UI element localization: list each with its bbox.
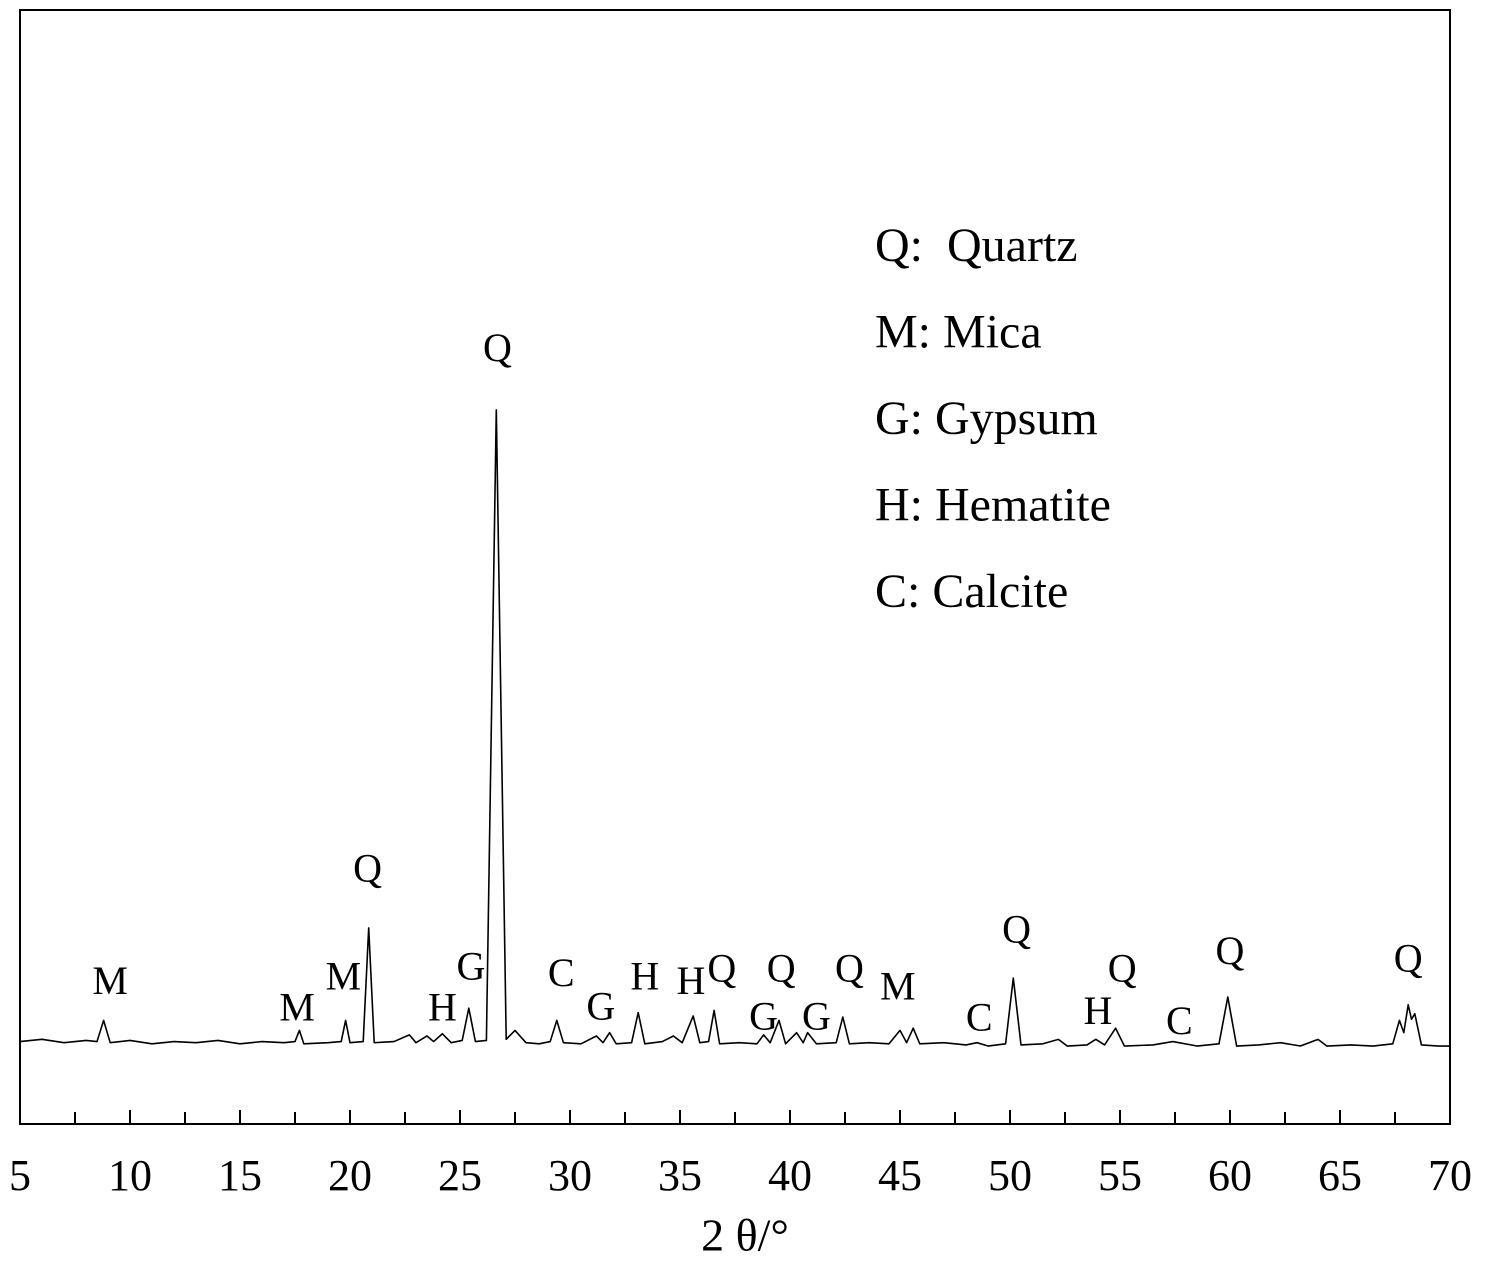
peak-label: M — [880, 963, 916, 1008]
peak-label: G — [802, 994, 831, 1039]
peak-label: M — [326, 953, 362, 998]
x-tick-label: 5 — [9, 1151, 31, 1200]
x-axis-label: 2 θ/° — [701, 1210, 789, 1261]
peak-label: C — [966, 995, 993, 1040]
x-tick-label: 35 — [658, 1151, 702, 1200]
legend-entry: Q: Quartz — [875, 219, 1078, 272]
x-tick-label: 60 — [1208, 1151, 1252, 1200]
xrd-pattern — [19, 409, 1450, 1047]
peak-label: H — [428, 985, 457, 1030]
x-tick-label: 70 — [1428, 1151, 1472, 1200]
peak-label: Q — [353, 845, 382, 890]
x-tick-label: 40 — [768, 1151, 812, 1200]
x-tick-label: 55 — [1098, 1151, 1142, 1200]
peak-label: M — [279, 985, 315, 1030]
peak-label: H — [1084, 988, 1113, 1033]
peak-label: C — [548, 950, 575, 995]
x-tick-label: 45 — [878, 1151, 922, 1200]
peak-label: Q — [1216, 928, 1245, 973]
x-tick-label: 65 — [1318, 1151, 1362, 1200]
legend-entry: H: Hematite — [875, 479, 1111, 532]
peak-label: Q — [767, 946, 796, 991]
peak-label: G — [749, 994, 778, 1039]
peak-label: Q — [483, 325, 512, 370]
legend-entry: G: Gypsum — [875, 392, 1098, 445]
legend-entry: M: Mica — [875, 306, 1042, 359]
peak-label: Q — [1394, 936, 1423, 981]
peak-label: M — [92, 958, 128, 1003]
x-tick-label: 10 — [108, 1151, 152, 1200]
peak-label: H — [677, 958, 706, 1003]
peak-label: G — [586, 984, 615, 1029]
peak-label: Q — [835, 946, 864, 991]
peak-label: Q — [707, 946, 736, 991]
x-tick-label: 30 — [548, 1151, 592, 1200]
peak-label: G — [457, 943, 486, 988]
x-tick-label: 50 — [988, 1151, 1032, 1200]
x-tick-label: 25 — [438, 1151, 482, 1200]
x-tick-label: 20 — [328, 1151, 372, 1200]
peak-label: Q — [1108, 946, 1137, 991]
x-tick-label: 15 — [218, 1151, 262, 1200]
peak-label: Q — [1002, 907, 1031, 952]
legend-entry: C: Calcite — [875, 565, 1068, 618]
peak-label: C — [1166, 998, 1193, 1043]
peak-label: H — [630, 953, 659, 998]
